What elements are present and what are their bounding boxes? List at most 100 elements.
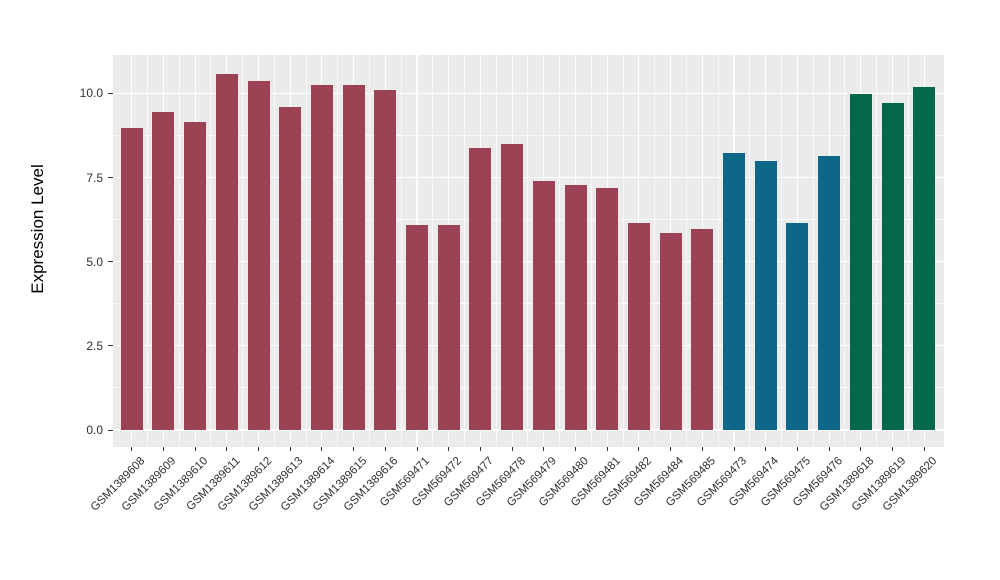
x-tick	[575, 447, 576, 451]
y-tick	[108, 177, 113, 178]
h-gridline-major	[113, 345, 944, 347]
h-gridline-major	[113, 261, 944, 263]
bar-GSM1389616	[374, 89, 397, 430]
y-tick-label: 2.5	[86, 338, 103, 353]
bar-GSM569485	[691, 228, 714, 430]
plot-panel	[113, 55, 944, 447]
x-tick	[226, 447, 228, 451]
bar-GSM1389613	[279, 106, 302, 430]
v-gridline-minor	[590, 55, 592, 447]
bar-GSM569484	[659, 233, 682, 430]
y-tick	[108, 429, 113, 431]
bar-GSM569471	[406, 225, 428, 430]
v-gridline-minor	[654, 55, 656, 447]
y-tick	[108, 92, 113, 94]
v-gridline-minor	[749, 55, 751, 447]
x-tick	[511, 447, 513, 451]
x-tick	[448, 447, 450, 451]
bar-GSM569474	[754, 161, 777, 430]
bar-GSM569481	[596, 188, 619, 430]
y-tick	[108, 345, 113, 347]
x-tick	[194, 447, 196, 451]
x-tick	[258, 447, 259, 451]
v-gridline-minor	[876, 55, 878, 447]
bar-GSM569472	[437, 225, 460, 430]
bar-GSM1389608	[120, 127, 143, 430]
v-gridline-minor	[273, 55, 275, 447]
h-gridline-minor	[113, 135, 944, 136]
bar-GSM569482	[627, 223, 650, 430]
x-tick	[670, 447, 672, 451]
v-gridline-minor	[464, 55, 466, 447]
x-tick	[796, 447, 798, 451]
y-tick-label: 0.0	[86, 423, 103, 437]
x-tick	[321, 447, 323, 451]
x-tick-label-GSM1389608: GSM1389608	[88, 455, 148, 514]
v-gridline-minor	[844, 55, 846, 447]
y-axis-title: Expression Level	[28, 164, 47, 294]
x-tick	[638, 447, 640, 451]
bar-GSM1389615	[342, 85, 365, 430]
bar-GSM569477	[469, 148, 492, 430]
v-gridline-minor	[147, 55, 148, 447]
v-gridline-minor	[717, 55, 719, 447]
y-tick-label: 10.0	[79, 86, 103, 101]
x-tick	[923, 447, 925, 451]
y-tick	[108, 261, 113, 263]
bar-GSM1389618	[849, 94, 872, 430]
v-gridline-minor	[305, 55, 307, 447]
v-gridline-minor	[781, 55, 783, 447]
x-tick	[131, 447, 133, 451]
v-gridline-minor	[369, 55, 370, 447]
v-gridline-minor	[559, 55, 561, 447]
h-gridline-minor	[113, 219, 944, 221]
h-gridline-major	[113, 92, 944, 94]
x-tick	[416, 447, 418, 451]
x-tick	[606, 447, 608, 451]
x-tick	[384, 447, 386, 451]
y-tick-label: 5.0	[86, 254, 103, 269]
v-gridline-minor	[337, 55, 339, 447]
h-gridline-major	[113, 429, 944, 431]
x-tick	[289, 447, 291, 451]
x-tick	[892, 447, 893, 451]
v-gridline-minor	[527, 55, 529, 447]
bar-GSM1389612	[247, 81, 270, 430]
x-tick	[543, 447, 545, 451]
bar-GSM1389611	[215, 73, 238, 430]
bar-GSM569476	[818, 156, 841, 430]
x-tick	[353, 447, 355, 451]
v-gridline-minor	[685, 55, 687, 447]
bar-GSM569473	[723, 153, 745, 430]
v-gridline-minor	[210, 55, 212, 447]
v-gridline-minor	[400, 55, 402, 447]
v-gridline-minor	[812, 55, 814, 447]
h-gridline-major	[113, 176, 944, 179]
v-gridline-minor	[907, 55, 909, 447]
x-tick	[479, 447, 481, 451]
x-tick	[701, 447, 703, 451]
v-gridline-minor	[622, 55, 624, 447]
x-tick	[765, 447, 767, 451]
bar-GSM569475	[786, 222, 809, 430]
x-tick	[162, 447, 164, 451]
x-tick	[733, 447, 735, 451]
bar-GSM569480	[564, 185, 587, 430]
v-gridline-minor	[495, 55, 497, 447]
bar-GSM1389620	[913, 86, 936, 430]
bar-GSM1389609	[152, 111, 175, 430]
bar-GSM569478	[501, 143, 524, 430]
h-gridline-minor	[113, 303, 944, 305]
h-gridline-minor	[113, 387, 944, 389]
y-tick-label: 7.5	[86, 170, 103, 185]
v-gridline-minor	[178, 55, 180, 447]
bar-GSM1389614	[310, 85, 333, 430]
bar-GSM1389619	[881, 102, 904, 430]
v-gridline-minor	[432, 55, 434, 447]
bar-GSM1389610	[184, 121, 207, 430]
bar-GSM569479	[532, 180, 555, 430]
v-gridline-minor	[242, 55, 244, 447]
x-tick	[828, 447, 830, 451]
x-tick	[860, 447, 862, 451]
